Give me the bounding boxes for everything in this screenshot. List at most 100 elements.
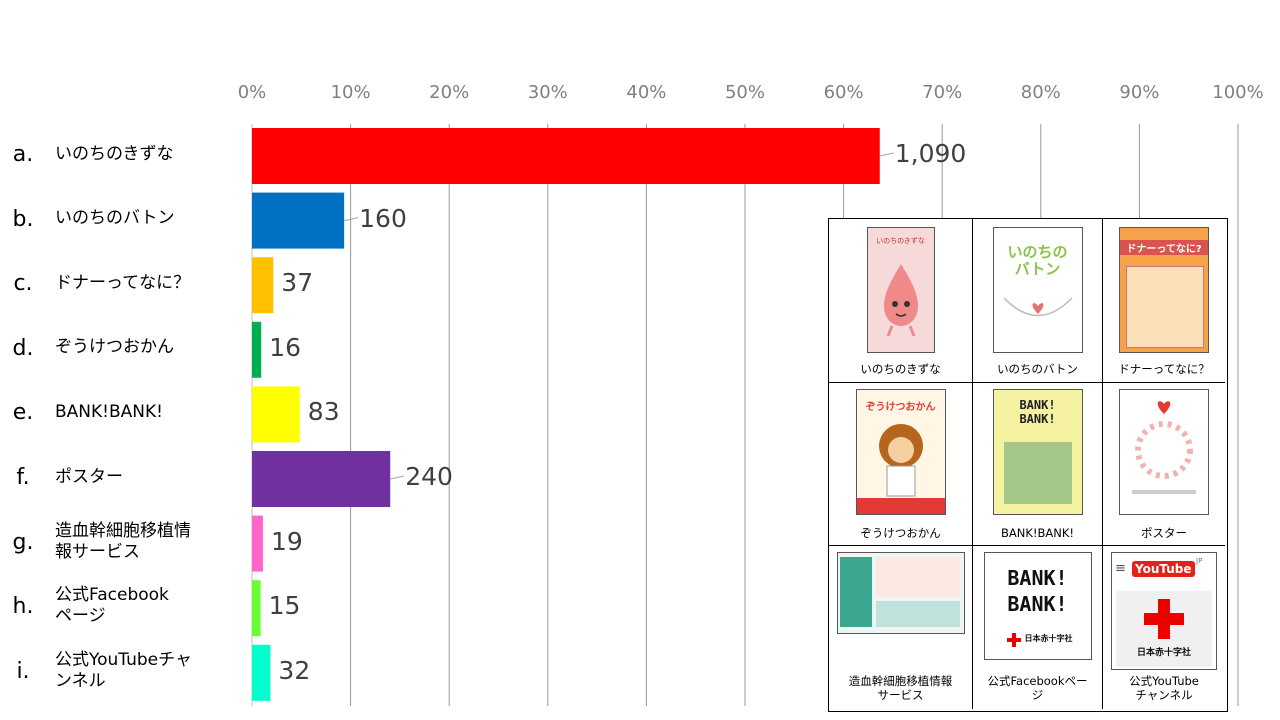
- category-letter: i.: [16, 658, 30, 684]
- x-tick-label: 10%: [330, 82, 371, 103]
- data-label: 160: [359, 203, 407, 233]
- bars: [252, 128, 894, 701]
- bar: [252, 321, 262, 378]
- thumb-caption: 造血幹細胞移植情報 サービス: [848, 674, 953, 702]
- x-tick-label: 30%: [527, 82, 568, 103]
- category-name: BANK!BANK!: [55, 401, 163, 422]
- red-cross-icon: [1006, 633, 1021, 647]
- youtube-header: ≡ YouTube JP: [1112, 553, 1216, 587]
- thumb-cell-bank: BANK! BANK! BANK!BANK!: [973, 383, 1103, 546]
- category-name: 公式Facebook ページ: [55, 585, 169, 627]
- bar: [252, 644, 271, 701]
- bar: [252, 515, 263, 572]
- leader-line: [344, 217, 359, 222]
- data-label: 83: [307, 397, 340, 427]
- x-tick-label: 0%: [237, 82, 267, 103]
- bank-brochure-title: BANK! BANK!: [1019, 398, 1056, 426]
- kizuna-brochure-image: いのちのきずな: [866, 227, 935, 353]
- thumb-cell-poster: ポスター: [1103, 383, 1225, 546]
- x-tick-label: 60%: [823, 82, 864, 103]
- x-tick-label: 80%: [1020, 82, 1061, 103]
- thumb-cell-kizuna: いのちのきずな いのちのきずな: [829, 219, 973, 383]
- donor-manga-title: ドナーってなに?: [1120, 240, 1208, 255]
- thumb-caption: いのちのきずな: [860, 362, 941, 376]
- thumb-cell-youtube: ≡ YouTube JP 日本赤十字社 公式YouTube チャンネル: [1103, 546, 1225, 709]
- category-letter: c.: [13, 271, 33, 297]
- thumb-cell-donor: ドナーってなに? ドナーってなに？: [1103, 219, 1225, 383]
- thumb-cell-info-service: 造血幹細胞移植情報 サービス: [829, 546, 973, 709]
- data-label: 1,090: [894, 139, 967, 168]
- zouketsu-brochure-image: ぞうけつおかん: [855, 389, 946, 515]
- thumb-caption: 公式YouTube チャンネル: [1129, 674, 1199, 702]
- bank-brochure-image: BANK! BANK!: [992, 389, 1083, 515]
- website-cards: [875, 601, 960, 627]
- facebook-bank-title: BANK! BANK!: [1007, 566, 1068, 616]
- heart-icon: [1132, 401, 1196, 494]
- website-sidebar: [839, 557, 872, 627]
- mascot-drop-icon: [883, 264, 918, 337]
- jrc-logo-text: 日本赤十字社: [1136, 648, 1191, 658]
- bar: [252, 451, 391, 507]
- x-tick-label: 40%: [626, 82, 667, 103]
- bank-brochure-photo: [1003, 442, 1072, 504]
- thumb-caption: BANK!BANK!: [1000, 526, 1075, 540]
- category-name: ぞうけつおかん: [55, 337, 174, 358]
- thumb-caption: ぞうけつおかん: [860, 526, 941, 540]
- info-service-website-image: [836, 552, 965, 634]
- x-tick-label: 70%: [922, 82, 963, 103]
- category-name: ドナーってなに？: [55, 272, 191, 293]
- x-tick-label: 50%: [724, 82, 765, 103]
- thumb-cell-facebook: BANK! BANK! 日本赤十字社 公式Facebookペー ジ: [973, 546, 1103, 709]
- thumb-caption: いのちのバトン: [997, 362, 1078, 376]
- category-name: いのちのバトン: [55, 208, 175, 229]
- bar: [252, 580, 261, 637]
- bar: [252, 257, 274, 314]
- youtube-channel-image: ≡ YouTube JP 日本赤十字社: [1111, 552, 1217, 670]
- red-cross-logo-icon: [1144, 599, 1184, 639]
- data-label: 16: [269, 332, 302, 362]
- bar: [252, 128, 880, 184]
- thumb-caption: ドナーってなに？: [1118, 362, 1210, 376]
- poster-image: [1119, 389, 1209, 515]
- category-name: ポスター: [55, 466, 123, 487]
- data-label: 19: [270, 526, 303, 556]
- category-letter: b.: [12, 206, 34, 232]
- x-tick-label: 20%: [429, 82, 470, 103]
- baton-brochure-image: いのちの バトン: [992, 227, 1083, 353]
- category-name: いのちのきずな: [55, 143, 174, 164]
- youtube-logo: YouTube: [1132, 561, 1195, 577]
- thumb-cell-zouketsu: ぞうけつおかん ぞうけつおかん: [829, 383, 973, 546]
- menu-icon: ≡: [1115, 561, 1126, 576]
- leader-line: [390, 475, 405, 480]
- jrc-logo-text: 日本赤十字社: [1024, 634, 1073, 643]
- website-content: [875, 557, 960, 597]
- category-letter: g.: [12, 529, 34, 555]
- thumbnail-grid: いのちのきずな いのちのきずな いのちの バトン いのちのバトン ドナーってなに…: [828, 218, 1228, 712]
- data-label: 32: [278, 655, 311, 685]
- bar: [252, 192, 345, 249]
- donor-manga-image: ドナーってなに?: [1119, 227, 1209, 353]
- thumb-caption: ポスター: [1141, 526, 1187, 540]
- facebook-page-image: BANK! BANK! 日本赤十字社: [983, 552, 1092, 660]
- zouketsu-brochure-title: ぞうけつおかん: [865, 402, 936, 413]
- data-label: 37: [281, 268, 314, 298]
- x-tick-label: 100%: [1212, 82, 1264, 103]
- category-letter: a.: [12, 142, 34, 167]
- category-letter: e.: [12, 400, 34, 426]
- data-label: 240: [405, 462, 453, 491]
- okan-character-icon: [856, 424, 945, 514]
- category-letter: d.: [12, 335, 34, 361]
- category-letter: f.: [16, 465, 30, 490]
- youtube-jp-label: JP: [1196, 557, 1203, 565]
- thumb-caption: 公式Facebookペー ジ: [987, 674, 1088, 702]
- bar: [252, 386, 300, 443]
- category-name: 造血幹細胞移植情 報サービス: [55, 520, 191, 562]
- thumb-cell-baton: いのちの バトン いのちのバトン: [973, 219, 1103, 383]
- hands-heart-icon: [1002, 297, 1073, 317]
- manga-panels: [1126, 266, 1204, 348]
- category-letter: h.: [12, 594, 34, 620]
- leader-line: [879, 152, 894, 157]
- data-label: 15: [268, 591, 301, 621]
- baton-brochure-title: いのちの バトン: [1007, 243, 1068, 278]
